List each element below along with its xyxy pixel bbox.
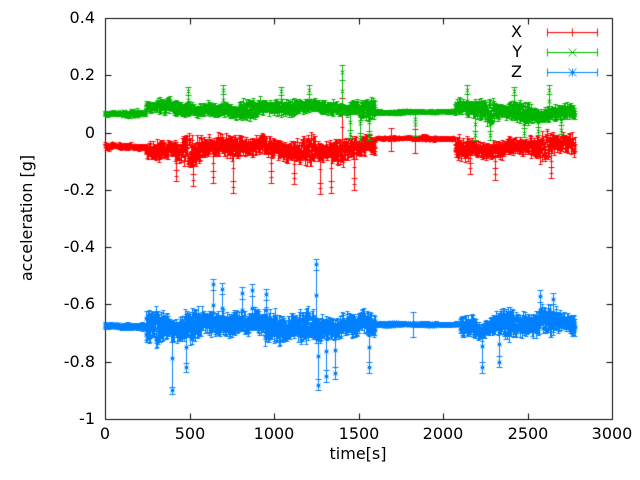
x-tick-label: 3000 xyxy=(591,424,633,443)
legend-label-x: X xyxy=(511,22,522,41)
x-tick-label: 2000 xyxy=(422,424,464,443)
x-tick-label: 2500 xyxy=(507,424,549,443)
x-tick-label: 1500 xyxy=(338,424,380,443)
legend-label-y: Y xyxy=(512,42,522,61)
x-tick-label: 1000 xyxy=(253,424,295,443)
y-axis-title: acceleration [g] xyxy=(17,154,36,282)
x-tick-label: 500 xyxy=(174,424,206,443)
y-tick-label: 0.4 xyxy=(69,8,95,27)
x-tick-label: 0 xyxy=(99,424,111,443)
y-tick-label: 0.2 xyxy=(69,65,95,84)
y-tick-label: 0 xyxy=(84,123,95,142)
y-tick-label: -0.4 xyxy=(63,237,95,256)
y-tick-label: -0.2 xyxy=(63,180,95,199)
legend-label-z: Z xyxy=(511,62,522,81)
y-tick-label: -0.6 xyxy=(63,294,95,313)
y-tick-label: -1 xyxy=(79,409,95,428)
y-tick-label: -0.8 xyxy=(63,352,95,371)
x-axis-title: time[s] xyxy=(329,444,387,463)
